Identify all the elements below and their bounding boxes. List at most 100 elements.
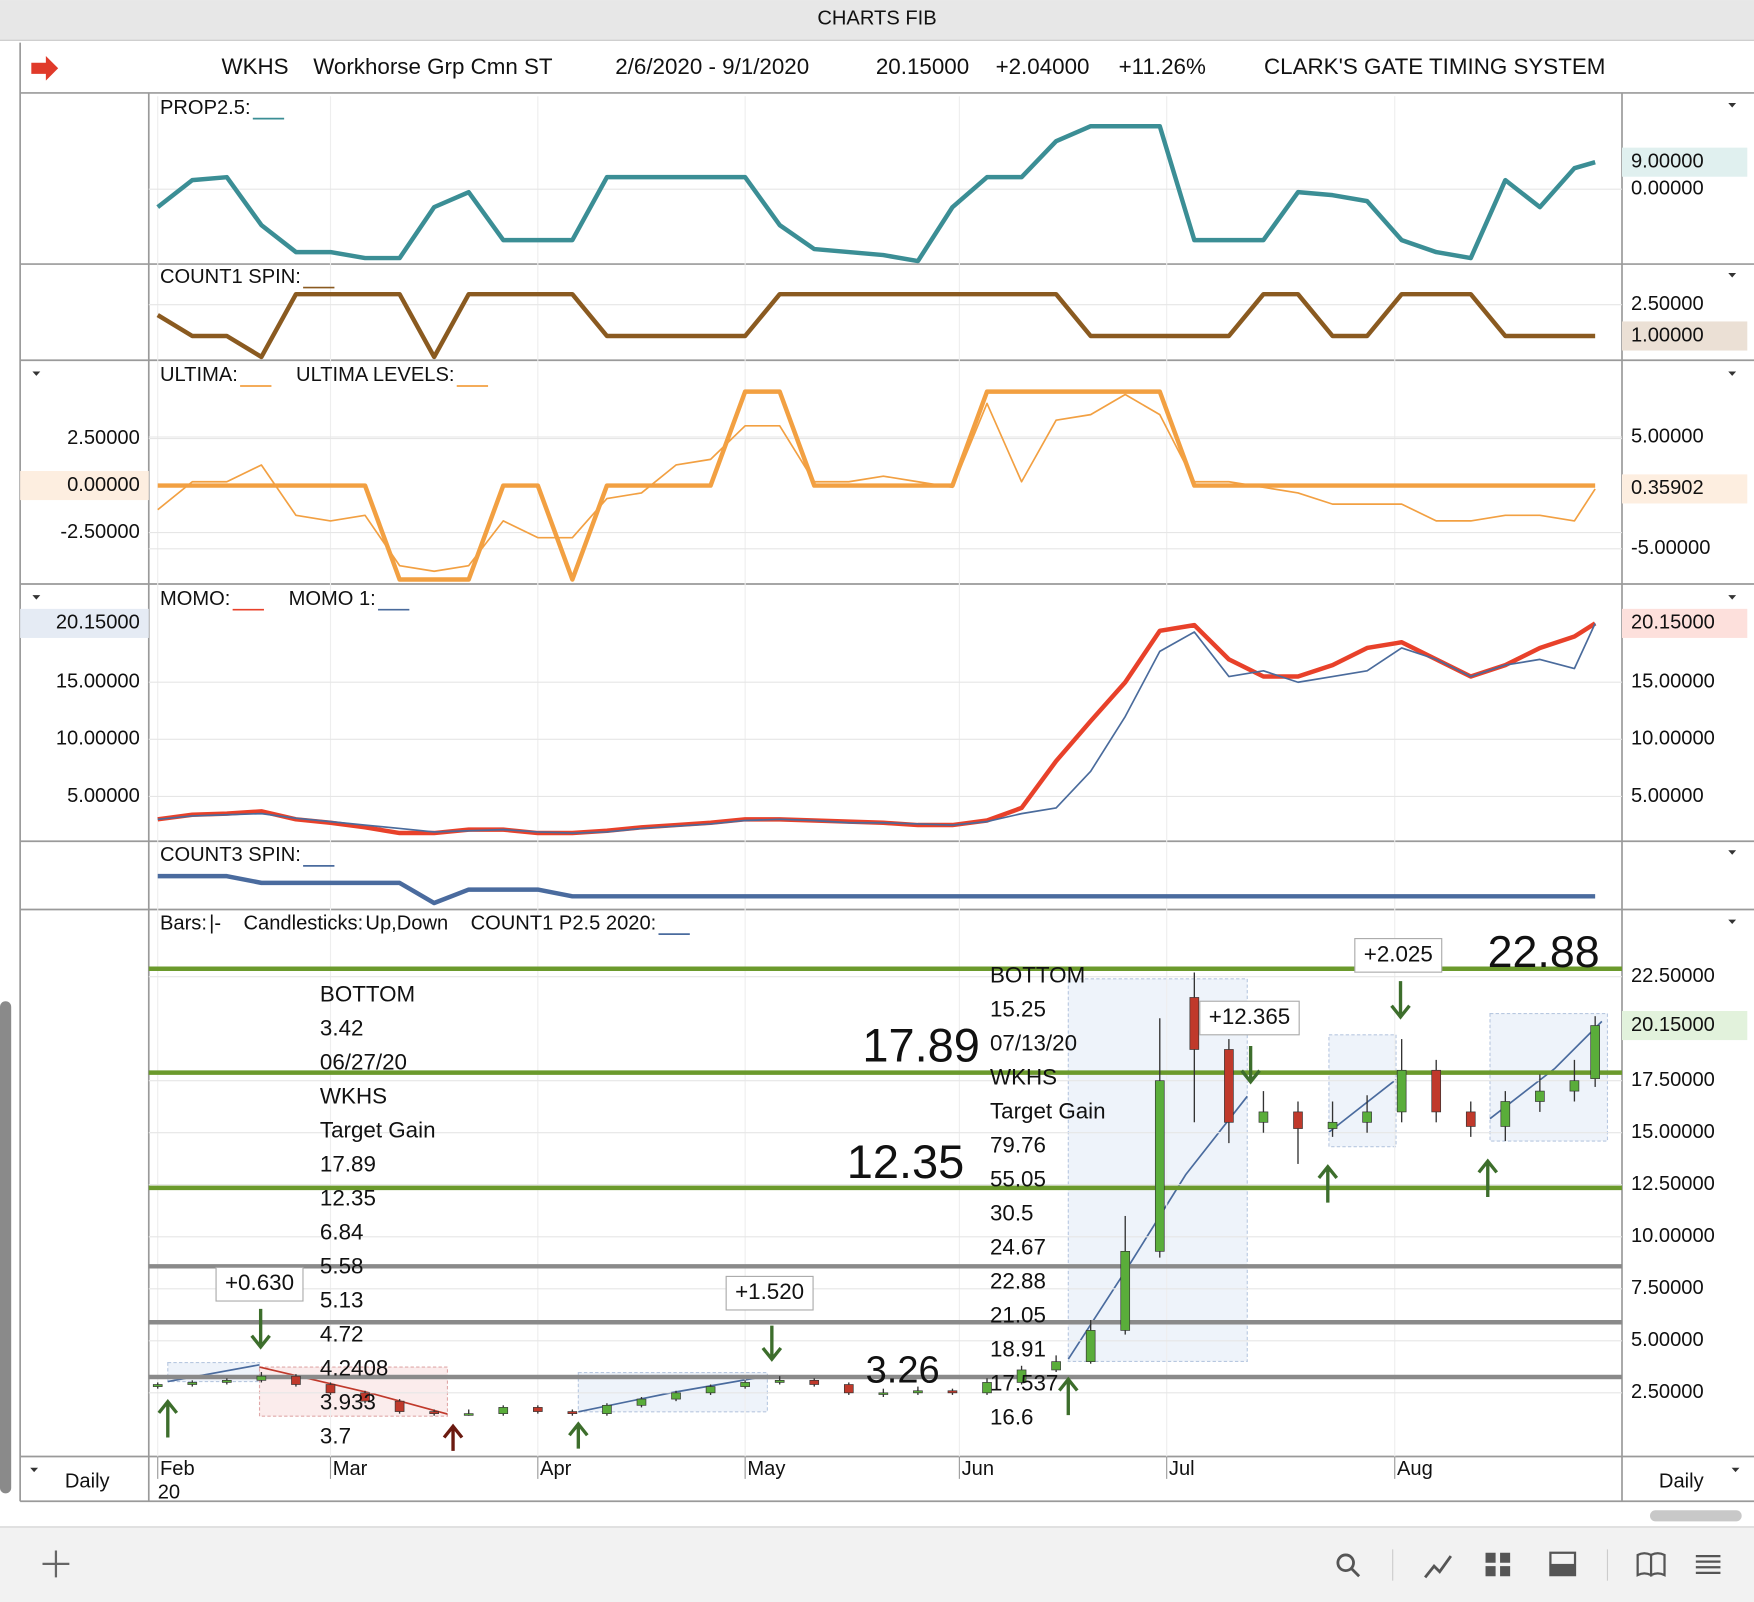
add-button[interactable]: [42, 1550, 70, 1578]
period-right[interactable]: Daily: [1659, 1471, 1705, 1493]
horizontal-scrollbar[interactable]: [1649, 1510, 1742, 1522]
menu-triangle[interactable]: [32, 371, 41, 376]
candle-body: [913, 1390, 923, 1394]
menu-triangle[interactable]: [32, 595, 41, 600]
menu-triangle[interactable]: [1728, 850, 1737, 855]
candle-body: [533, 1407, 543, 1412]
last-value-box: [1622, 608, 1748, 638]
grid-button[interactable]: [1485, 1552, 1511, 1577]
trend-line: [1328, 1078, 1397, 1133]
legend-label: COUNT3 SPIN:: [160, 844, 301, 866]
candle-body: [774, 1380, 785, 1383]
x-tick-label: Mar: [333, 1458, 368, 1480]
year-label: 20: [158, 1482, 180, 1504]
legend-label: MOMO 1:: [289, 588, 376, 610]
candle-body: [567, 1411, 578, 1414]
menu-triangle[interactable]: [1728, 371, 1737, 376]
y-tick-label: 15.00000: [1631, 671, 1715, 693]
change: +2.04000: [996, 54, 1090, 79]
candle-body: [1327, 1121, 1338, 1129]
up-arrow: [442, 1423, 464, 1451]
up-arrow: [157, 1399, 179, 1438]
title-bar: [0, 0, 1754, 41]
period-left[interactable]: Daily: [65, 1471, 111, 1493]
y-tick-label: 17.50000: [1631, 1069, 1715, 1091]
down-arrow: [250, 1308, 271, 1350]
list-button[interactable]: [1695, 1554, 1721, 1574]
y-tick-label: 2.50000: [1631, 293, 1704, 315]
candle-body: [152, 1384, 163, 1387]
candle-body: [705, 1386, 716, 1394]
fib-level-label: 12.35: [847, 1135, 965, 1188]
menu-triangle[interactable]: [1728, 595, 1737, 600]
menu-triangle[interactable]: [30, 1467, 39, 1473]
candle-body: [1189, 997, 1200, 1050]
menu-triangle[interactable]: [1731, 1467, 1740, 1473]
candle-body: [1016, 1369, 1027, 1383]
note-line: WKHS: [320, 1084, 387, 1109]
fib-level-label: 17.89: [862, 1018, 980, 1071]
candle-body: [256, 1375, 267, 1381]
last-value-box: [20, 471, 149, 501]
series-line: [156, 291, 1596, 360]
note-line: WKHS: [990, 1065, 1057, 1090]
note-line: 4.2408: [320, 1356, 388, 1381]
candle-body: [360, 1392, 370, 1402]
note-line: 15.25: [990, 997, 1046, 1022]
candle-body: [222, 1380, 232, 1383]
candle-body: [843, 1384, 854, 1394]
note-line: 21.05: [990, 1303, 1046, 1328]
menu-triangle[interactable]: [1728, 273, 1737, 278]
x-tick-label: May: [747, 1458, 786, 1480]
note-line: 12.35: [320, 1186, 376, 1211]
note-line: 17.537: [990, 1371, 1058, 1396]
candle-body: [1362, 1111, 1372, 1123]
panel-menus: [30, 102, 1740, 1473]
book-button[interactable]: [1636, 1552, 1666, 1577]
candle-body: [1293, 1111, 1303, 1129]
x-tick-label: Jul: [1169, 1458, 1195, 1480]
legend-label: COUNT1 P2.5 2020:: [471, 912, 657, 934]
gain-label: +2.025: [1364, 941, 1433, 966]
last-value-label: 9.00000: [1631, 150, 1704, 172]
y-tick-label: 5.00000: [1631, 1329, 1704, 1351]
note-line: BOTTOM: [320, 982, 415, 1007]
up-arrow: [1477, 1158, 1499, 1197]
gain-label: +0.630: [225, 1270, 294, 1295]
note-line: 4.72: [320, 1322, 364, 1347]
last-value-box: [1622, 147, 1748, 177]
up-arrow: [1317, 1164, 1339, 1203]
last-value-label: 0.35902: [1631, 477, 1704, 499]
search-button[interactable]: [1336, 1553, 1361, 1578]
chart-button[interactable]: [1424, 1555, 1452, 1579]
menu-triangle[interactable]: [1728, 919, 1737, 925]
symbol-arrow[interactable]: [31, 55, 59, 81]
candle-body: [636, 1398, 647, 1406]
vertical-scrollbar[interactable]: [0, 1001, 12, 1494]
candle-body: [1569, 1080, 1580, 1092]
series-line: [156, 123, 1596, 264]
down-arrow: [761, 1325, 783, 1362]
candle-body: [463, 1413, 474, 1416]
y-tick-label: 15.00000: [56, 671, 140, 693]
note-line: 22.88: [990, 1269, 1046, 1294]
note-line: 5.58: [320, 1254, 364, 1279]
y-tick-label: 10.00000: [1631, 1225, 1715, 1247]
candle-body: [602, 1404, 612, 1414]
layout-fill: [1550, 1563, 1576, 1576]
series-line: [157, 873, 1596, 906]
change-pct: +11.26%: [1119, 54, 1206, 79]
candle-body: [740, 1382, 750, 1387]
legend-label: |-: [209, 912, 221, 934]
note-line: 79.76: [990, 1133, 1046, 1158]
candle-body: [1590, 1025, 1600, 1079]
system-name: CLARK'S GATE TIMING SYSTEM: [1264, 54, 1605, 79]
last-value-label: 1.00000: [1631, 324, 1704, 346]
note-line: 3.933: [320, 1390, 376, 1415]
date-range: 2/6/2020 - 9/1/2020: [615, 54, 809, 79]
legend-label: ,: [391, 912, 397, 934]
y-tick-label: -2.50000: [60, 521, 139, 543]
note-line: 55.05: [990, 1167, 1046, 1192]
menu-triangle[interactable]: [1728, 102, 1737, 108]
